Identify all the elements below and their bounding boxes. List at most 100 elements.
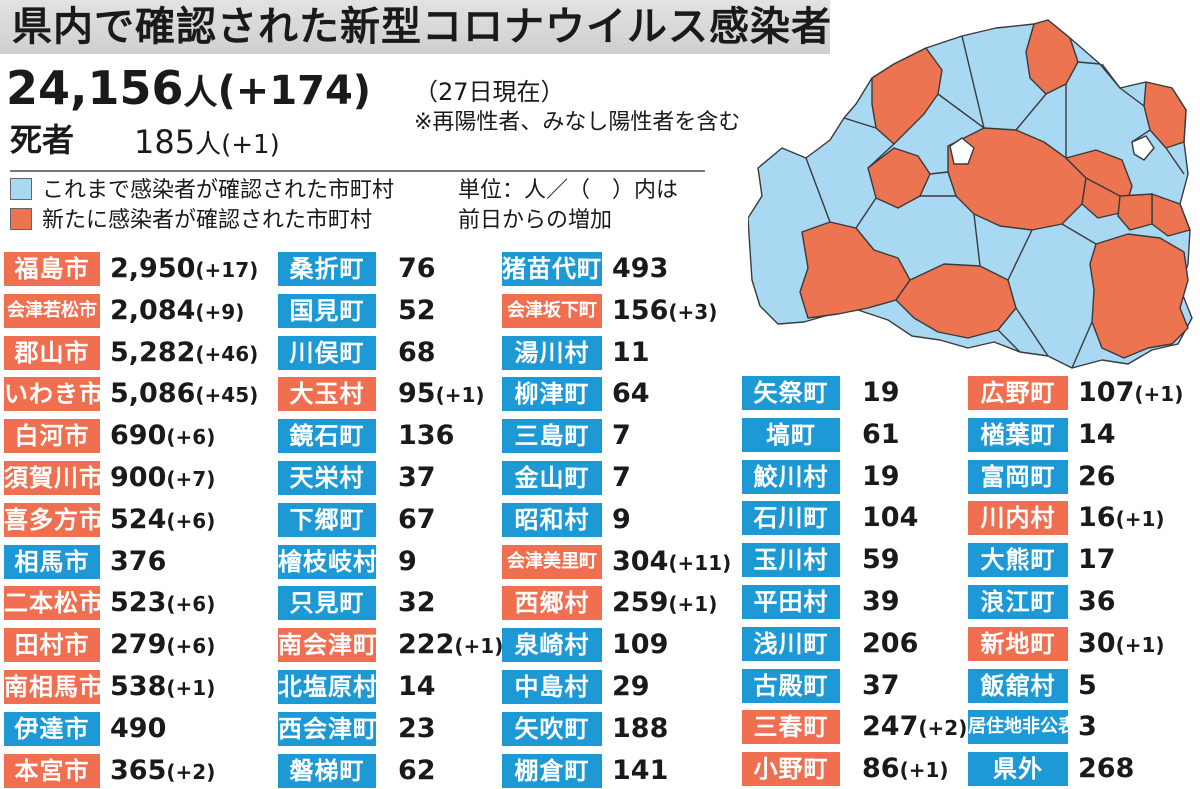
count-value: 14 [1078, 418, 1116, 450]
count-diff: (+3) [668, 299, 718, 324]
count-diff: (+6) [166, 508, 216, 533]
total-unit: 人 [183, 73, 218, 113]
municipality-count: 156(+3) [612, 294, 717, 329]
map-region [1117, 193, 1153, 231]
municipality-entry: 大玉村 95(+1) [278, 377, 528, 412]
municipality-entry: 川俣町 68 [278, 335, 528, 370]
municipality-entry: 田村市 279(+6) [4, 628, 240, 663]
municipality-count: 17 [1078, 543, 1116, 577]
count-value: 62 [398, 754, 436, 786]
count-value: 16 [1078, 502, 1116, 534]
municipality-name: 西郷村 [502, 586, 602, 621]
municipality-entry: 二本松市 523(+6) [4, 586, 240, 621]
municipality-name: 南相馬市 [4, 670, 103, 704]
municipality-entry: 矢祭町 19 [742, 376, 992, 410]
municipality-entry: 居住地非公表 3 [968, 710, 1200, 745]
municipality-name: 南会津町 [278, 628, 377, 663]
municipality-count: 538(+1) [110, 670, 215, 705]
municipality-name: 須賀川市 [4, 461, 103, 495]
count-value: 14 [398, 671, 436, 702]
municipality-count: 5 [1078, 669, 1097, 703]
count-value: 37 [862, 669, 900, 701]
unit-note-line1: 単位：人／（ ）内は [458, 178, 679, 203]
count-value: 26 [1078, 460, 1116, 492]
count-diff: (+46) [195, 341, 259, 366]
count-diff: (+1) [1115, 632, 1165, 657]
count-value: 68 [398, 336, 436, 368]
municipality-count: 11 [612, 336, 650, 370]
count-value: 490 [110, 712, 167, 744]
total-value: 24,156 [6, 61, 184, 115]
municipality-count: 2,950(+17) [110, 252, 258, 287]
municipality-entry: 磐梯町 62 [278, 753, 528, 788]
municipality-entry: 桑折町 76 [278, 252, 528, 286]
count-value: 5,086 [110, 378, 196, 410]
municipality-count: 86(+1) [862, 752, 949, 787]
municipality-name: 矢吹町 [502, 711, 602, 746]
municipality-count: 37 [862, 669, 900, 703]
municipality-count: 5,086(+45) [110, 377, 258, 412]
unit-note-line2: 前日からの増加 [458, 208, 613, 233]
count-value: 17 [1078, 544, 1116, 576]
map-region [867, 147, 931, 209]
municipality-name: 本宮市 [4, 753, 100, 788]
count-value: 9 [612, 503, 631, 535]
municipality-entry: 天栄村 37 [278, 461, 528, 495]
legend-new-label: 新たに感染者が確認された市町村 [42, 208, 373, 233]
municipality-count: 5,282(+46) [110, 336, 258, 371]
municipality-count: 136 [398, 419, 454, 453]
municipality-count: 61 [862, 418, 900, 452]
deaths-label: 死者 [10, 121, 75, 159]
municipality-name: 新地町 [968, 626, 1068, 661]
municipality-name: 飯舘村 [968, 668, 1068, 703]
municipality-entry: 小野町 86(+1) [742, 752, 992, 787]
municipality-name: 喜多方市 [4, 502, 103, 537]
title-bar: 県内で確認された新型コロナウイルス感染者 [0, 0, 831, 54]
municipality-name: 国見町 [278, 293, 376, 328]
map-region [1089, 233, 1189, 359]
deaths-diff: (+1) [221, 130, 280, 160]
municipality-entry: 昭和村 9 [502, 502, 742, 537]
municipality-entry: 富岡町 26 [968, 459, 1200, 494]
municipality-name: 浅川町 [742, 626, 840, 661]
municipality-entry: いわき市 5,086(+45) [4, 377, 258, 412]
municipality-name: 居住地非公表 [968, 710, 1076, 745]
municipality-entry: 浪江町 36 [968, 585, 1200, 619]
municipality-entry: 会津美里町 304(+11) [502, 544, 742, 579]
municipality-count: 23 [398, 712, 436, 746]
municipality-name: 玉川村 [742, 543, 840, 578]
count-value: 23 [398, 712, 436, 744]
count-value: 493 [612, 253, 669, 284]
unit-note: 単位：人／（ ）内は 前日からの増加 [458, 176, 678, 236]
municipality-name: 三島町 [502, 419, 602, 454]
count-diff: (+1) [1115, 507, 1165, 532]
municipality-name: 会津美里町 [502, 544, 602, 579]
municipality-entry: 須賀川市 900(+7) [4, 461, 240, 495]
count-diff: (+45) [195, 383, 259, 408]
count-diff: (+17) [195, 258, 259, 282]
municipality-count: 900(+7) [110, 461, 215, 496]
count-diff: (+9) [195, 299, 245, 324]
municipality-count: 76 [398, 252, 436, 286]
municipality-entry: 南会津町 222(+1) [278, 628, 528, 663]
municipality-count: 109 [612, 628, 668, 662]
municipality-name: 川俣町 [278, 335, 376, 370]
map-region [1143, 81, 1187, 149]
municipality-entry: 矢吹町 188 [502, 711, 742, 746]
municipality-entry: 泉崎村 109 [502, 628, 742, 663]
municipality-count: 14 [1078, 418, 1116, 452]
municipality-name: 伊達市 [4, 711, 100, 746]
municipality-count: 64 [612, 377, 650, 411]
municipality-count: 59 [862, 543, 900, 577]
municipality-name: 白河市 [4, 419, 100, 454]
legend-new: 新たに感染者が確認された市町村 [10, 206, 372, 236]
deaths-value: 185 [134, 123, 196, 161]
count-value: 524 [110, 503, 167, 535]
municipality-count: 9 [398, 545, 417, 579]
municipality-name: 湯川村 [502, 335, 602, 370]
count-value: 690 [110, 420, 167, 452]
municipality-entry: 南相馬市 538(+1) [4, 670, 240, 704]
count-value: 64 [612, 378, 650, 410]
municipality-entry: 西会津町 23 [278, 711, 528, 746]
municipality-name: 広野町 [968, 376, 1068, 410]
